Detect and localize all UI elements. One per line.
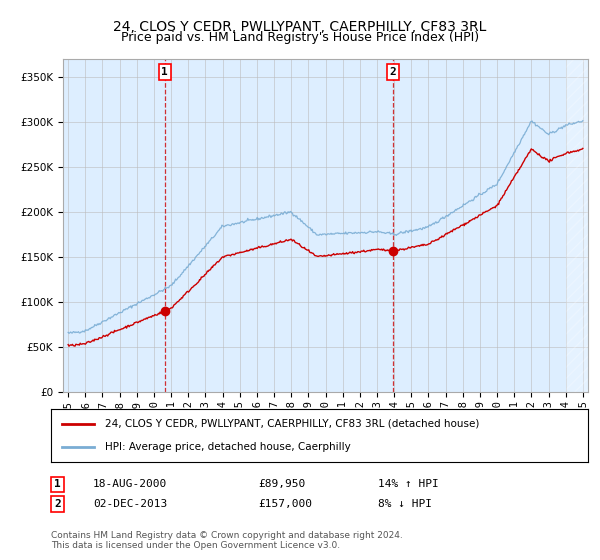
Text: 2: 2 — [54, 499, 61, 509]
Text: Contains HM Land Registry data © Crown copyright and database right 2024.
This d: Contains HM Land Registry data © Crown c… — [51, 531, 403, 550]
Text: £157,000: £157,000 — [258, 499, 312, 509]
Text: 1: 1 — [161, 67, 168, 77]
Text: £89,950: £89,950 — [258, 479, 305, 489]
Text: 14% ↑ HPI: 14% ↑ HPI — [378, 479, 439, 489]
Text: Price paid vs. HM Land Registry's House Price Index (HPI): Price paid vs. HM Land Registry's House … — [121, 31, 479, 44]
Text: 8% ↓ HPI: 8% ↓ HPI — [378, 499, 432, 509]
Text: 18-AUG-2000: 18-AUG-2000 — [93, 479, 167, 489]
Text: 24, CLOS Y CEDR, PWLLYPANT, CAERPHILLY, CF83 3RL: 24, CLOS Y CEDR, PWLLYPANT, CAERPHILLY, … — [113, 20, 487, 34]
Text: 2: 2 — [389, 67, 396, 77]
Bar — [566, 59, 588, 392]
Text: 1: 1 — [54, 479, 61, 489]
Text: HPI: Average price, detached house, Caerphilly: HPI: Average price, detached house, Caer… — [105, 442, 350, 452]
Text: 24, CLOS Y CEDR, PWLLYPANT, CAERPHILLY, CF83 3RL (detached house): 24, CLOS Y CEDR, PWLLYPANT, CAERPHILLY, … — [105, 419, 479, 429]
Text: 02-DEC-2013: 02-DEC-2013 — [93, 499, 167, 509]
